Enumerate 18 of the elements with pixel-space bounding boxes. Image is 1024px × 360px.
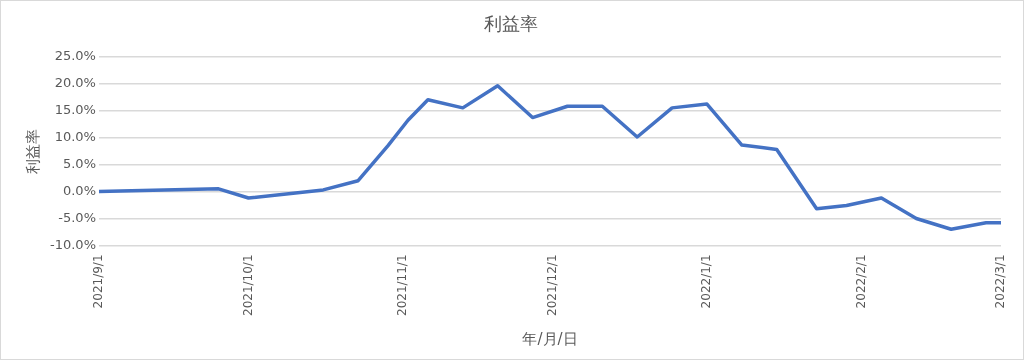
chart-title: 利益率 bbox=[484, 13, 538, 35]
x-tick-label: 2021/11/1 bbox=[395, 254, 410, 316]
y-tick-label: 15.0% bbox=[54, 101, 96, 117]
x-tick-label: 2021/10/1 bbox=[240, 254, 255, 316]
x-tick-label: 2022/2/1 bbox=[853, 254, 868, 309]
x-axis-title: 年/月/日 bbox=[522, 329, 578, 348]
x-tick-label: 2022/3/1 bbox=[993, 254, 1008, 309]
x-tick-label: 2022/1/1 bbox=[699, 254, 714, 309]
y-tick-label: 5.0% bbox=[62, 155, 96, 171]
y-tick-label: -10.0% bbox=[49, 236, 96, 252]
y-tick-label: 25.0% bbox=[54, 47, 96, 63]
y-tick-label: -5.0% bbox=[58, 209, 96, 225]
x-tick-label: 2021/12/1 bbox=[544, 254, 559, 316]
y-axis-title: 利益率 bbox=[23, 128, 42, 174]
y-tick-label: 20.0% bbox=[54, 74, 96, 90]
y-tick-label: 10.0% bbox=[54, 128, 96, 144]
x-tick-label: 2021/9/1 bbox=[91, 254, 106, 309]
y-tick-label: 0.0% bbox=[62, 182, 96, 198]
